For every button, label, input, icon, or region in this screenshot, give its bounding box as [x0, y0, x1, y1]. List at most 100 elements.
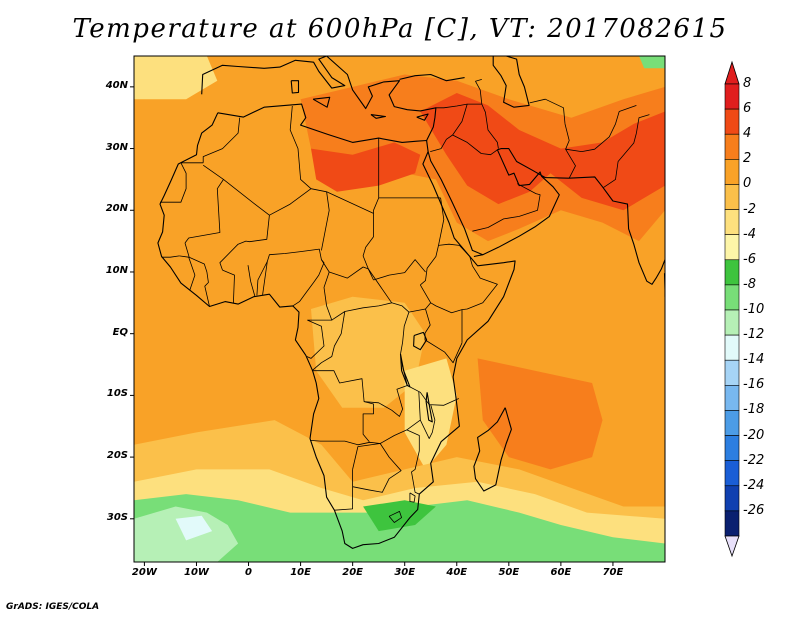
border-angola-namibia: [309, 440, 381, 446]
colorbar-swatch: [724, 209, 740, 235]
colorbar-label: -2: [743, 201, 756, 217]
field-region-indian-ocean-warm: [477, 358, 603, 470]
border-drc-zambia: [364, 385, 408, 417]
border-sudan-ethiopia-eritrea: [420, 197, 445, 286]
colorbar-swatch: [724, 435, 740, 461]
colorbar-swatch: [724, 359, 740, 386]
map-title: Temperature at 600hPa [C], VT: 201708261…: [72, 14, 728, 44]
colorbar-label: -26: [743, 502, 765, 518]
colorbar-swatch: [724, 334, 740, 361]
border-afghanistan-pakistan: [565, 105, 637, 153]
border-kenya-tanzania-uganda: [424, 308, 463, 364]
lon-tick-label: 10E: [290, 567, 311, 578]
border-west-africa-e: [161, 255, 180, 258]
border-iran-afghanistan-turkmenistan: [529, 98, 566, 124]
field-region-southern-green: [134, 494, 665, 562]
coastline-lake-victoria: [413, 331, 428, 351]
coastline-cyprus: [416, 113, 429, 121]
colorbar-under-arrow: [724, 535, 740, 558]
lon-tick-label: 10W: [183, 567, 209, 578]
border-tanzania-south: [401, 364, 459, 406]
border-iraq-syria-turkey: [452, 103, 499, 149]
border-syria-turkey: [435, 103, 468, 109]
field-region-zone-light-green-ne: [639, 56, 665, 69]
border-malawi-mozambique: [419, 404, 436, 440]
border-mauritania-mali: [184, 164, 224, 244]
axis-ticks: [130, 86, 614, 566]
colorbar-label: -20: [743, 427, 765, 443]
colorbar-label: 2: [743, 151, 752, 167]
grads-credit: GrADS: IGES/COLA: [6, 602, 100, 612]
colorbar-swatch: [724, 234, 740, 261]
lat-tick-label: 30N: [105, 141, 128, 153]
border-west-africa-b: [222, 269, 235, 303]
lat-tick-label: 30S: [106, 511, 128, 523]
border-congo-drc: [311, 311, 346, 372]
lon-tick-label: 20E: [342, 567, 364, 578]
colorbar-label: -14: [743, 352, 765, 368]
border-swaziland: [409, 492, 416, 503]
colorbar-label: -16: [743, 377, 765, 393]
lon-tick-label: 30E: [394, 567, 416, 578]
colorbar-label: 4: [743, 126, 752, 142]
border-angola-drc-zambia: [312, 370, 374, 442]
colorbar-label: -12: [743, 327, 765, 343]
colorbar-label: 8: [743, 76, 752, 91]
border-lesotho: [388, 510, 403, 523]
colorbar-swatch: [724, 309, 740, 336]
lon-tick-label: 0: [245, 567, 252, 578]
border-west-africa-a: [184, 242, 210, 307]
field-region-arabia-hot-core: [420, 93, 665, 211]
coastline-arabia-coastline: [427, 148, 665, 285]
border-saudi-yemen-oman: [472, 183, 541, 232]
colorbar-label: -6: [743, 251, 756, 267]
colorbar-swatch: [724, 133, 740, 160]
colorbar-swatch: [724, 485, 740, 512]
temperature-field: [134, 56, 665, 562]
colorbar-swatch: [724, 184, 740, 210]
border-west-africa-c: [247, 265, 256, 297]
colorbar-swatch: [724, 83, 740, 110]
coastline-mediterranean-north-coast: [201, 56, 437, 141]
lat-tick-label: 10N: [105, 264, 128, 276]
coastline-caspian-sea: [492, 56, 530, 108]
border-niger-chad: [321, 191, 330, 251]
border-libya-egypt: [373, 138, 380, 214]
coastline-sardinia: [290, 80, 300, 94]
colorbar-swatch: [724, 510, 740, 537]
border-drc-uganda-rwanda: [400, 311, 410, 355]
border-namibia-botswana-sa: [334, 469, 354, 511]
coastline-gulf-of-aden-coast: [473, 254, 483, 258]
colorbar-label: -8: [743, 276, 756, 292]
border-botswana-outline: [352, 443, 402, 493]
border-mali-niger-burkina: [219, 215, 270, 271]
field-region-southern-pale-cyan: [175, 515, 213, 541]
border-gabon-congo: [306, 319, 325, 359]
colorbar-label: -18: [743, 402, 765, 418]
colorbar-swatch: [724, 284, 740, 311]
colorbar-swatch: [724, 410, 740, 436]
border-western-sahara-mauritania: [160, 162, 204, 203]
border-pakistan-india: [603, 114, 650, 188]
coastline-africa-coastline: [157, 103, 516, 549]
lat-tick-label: 20S: [106, 450, 128, 462]
lat-tick-label: EQ: [112, 326, 128, 338]
colorbar-label: -22: [743, 452, 765, 468]
field-region-congo-cool: [311, 296, 426, 408]
border-saudi-jordan-iraq: [430, 134, 498, 156]
colorbar-swatch: [724, 259, 740, 286]
border-morocco-algeria: [202, 117, 241, 163]
lon-tick-label: 20W: [131, 567, 157, 578]
border-algeria-tunisia-libya: [289, 105, 312, 189]
colorbar-label: 0: [743, 176, 752, 192]
coastline-black-sea-south-coast: [399, 73, 465, 82]
border-west-africa-d: [256, 261, 268, 296]
lon-tick-label: 50E: [498, 567, 520, 578]
colorbar: [724, 60, 740, 558]
lon-tick-label: 40E: [446, 567, 468, 578]
colorbar-swatch: [724, 460, 740, 487]
lat-tick-label: 40N: [105, 79, 128, 91]
colorbar-over-arrow: [724, 60, 740, 85]
border-turkey-iran: [475, 79, 483, 105]
